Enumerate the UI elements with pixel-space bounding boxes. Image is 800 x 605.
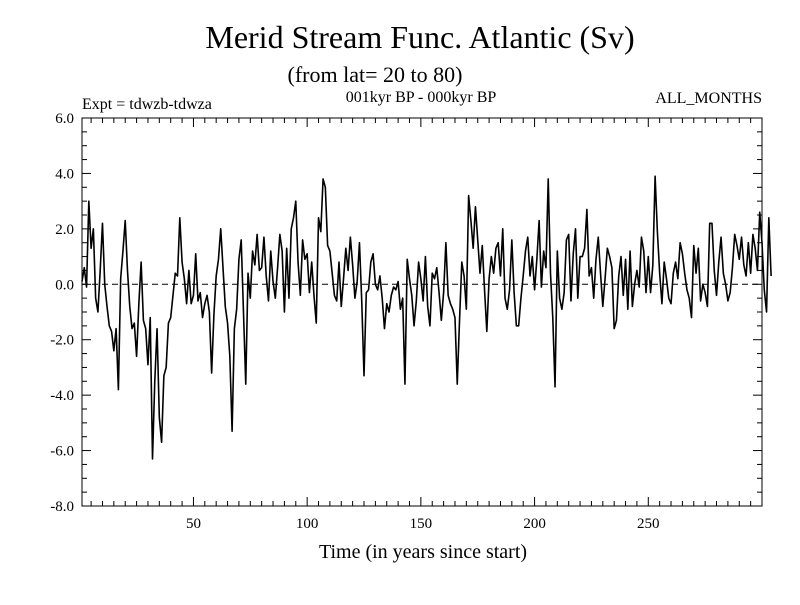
y-tick-label: 2.0 [55,222,74,238]
y-tick-label: 6.0 [55,111,74,127]
period-label: 001kyr BP - 000kyr BP [346,89,497,106]
x-tick-label: 100 [296,516,319,532]
plot-frame [81,117,763,507]
plot-layer: 50 100 150 200 250 -8.0 -6.0 -4.0 -2.0 0.0 2.0 4.0 6… [50,111,772,532]
y-tick-label: -6.0 [50,444,74,460]
months-label: ALL_MONTHS [655,90,762,107]
x-tick-label: 250 [637,516,660,532]
series-line-0 [81,175,772,460]
y-tick-label: -2.0 [50,333,74,349]
chart-subtitle: (from lat= 20 to 80) [288,62,463,87]
y-tick-label: 4.0 [55,166,74,182]
x-tick-label: 50 [186,516,201,532]
y-tick-label: -8.0 [50,499,74,515]
chart-title: Merid Stream Func. Atlantic (Sv) [205,19,634,55]
y-tick-label: -4.0 [50,388,74,404]
x-tick-label: 150 [410,516,433,532]
y-tick-label: 0.0 [55,277,74,293]
x-axis-label: Time (in years since start) [319,541,527,563]
x-tick-label: 200 [523,516,546,532]
experiment-label: Expt = tdwzb-tdwza [82,96,212,113]
